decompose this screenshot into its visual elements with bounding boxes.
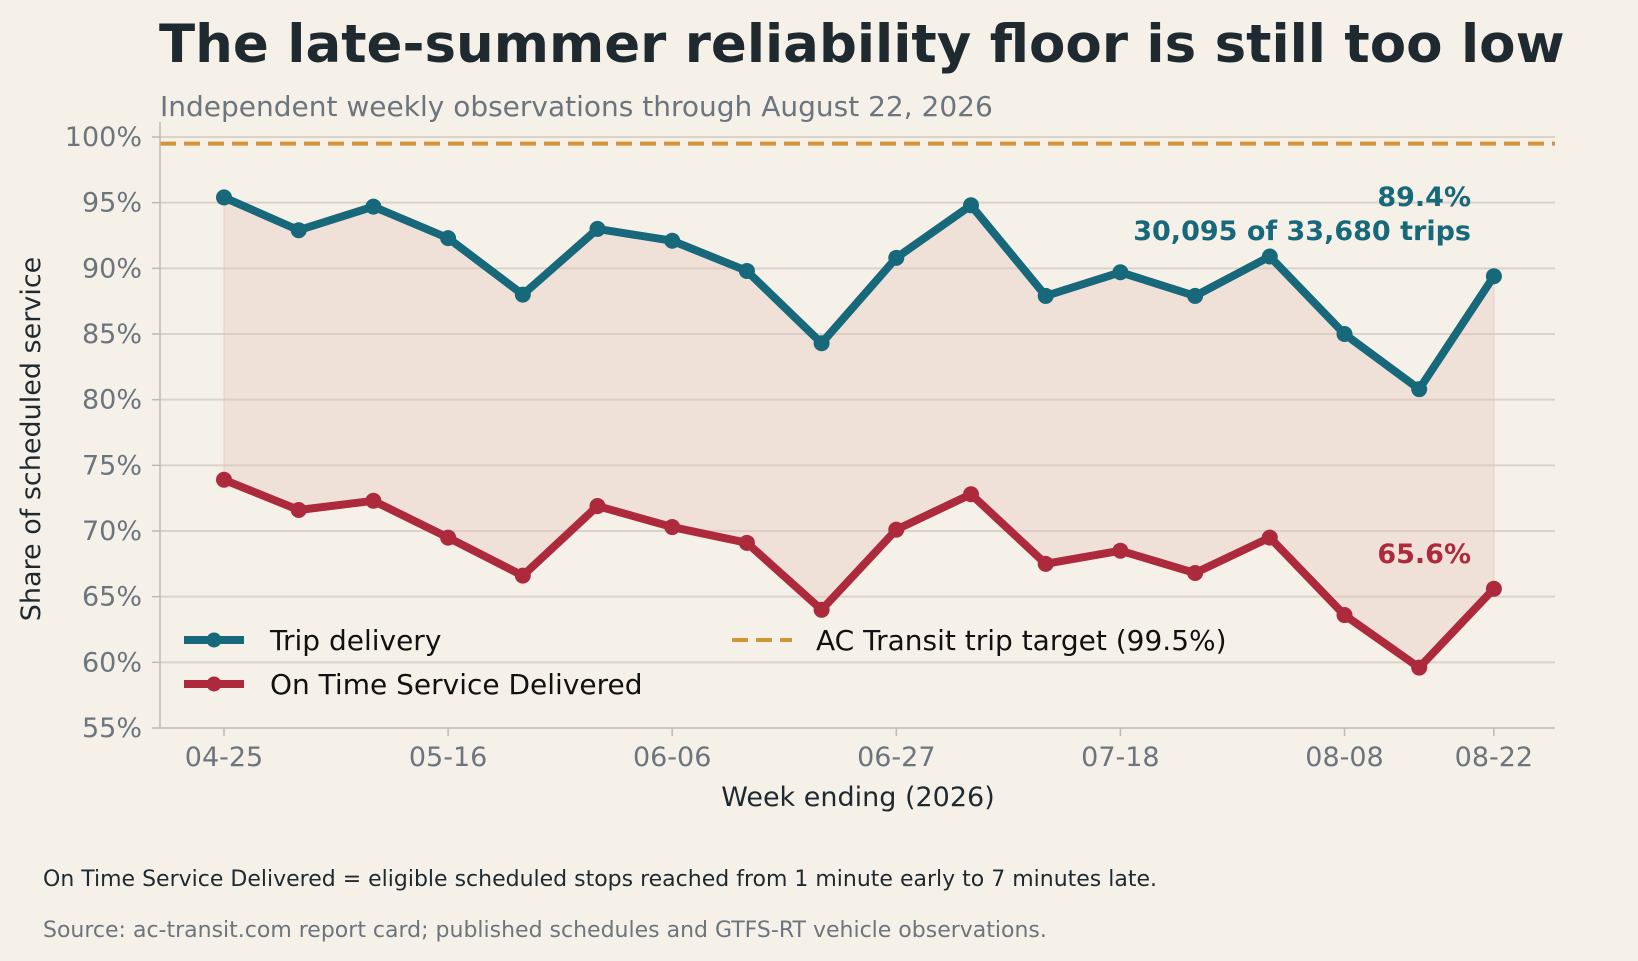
data-point-on-time-service-delivered bbox=[1187, 565, 1204, 582]
footnote-definition: On Time Service Delivered = eligible sch… bbox=[43, 867, 1157, 892]
footnote-source: Source: ac-transit.com report card; publ… bbox=[43, 918, 1047, 943]
data-point-trip-delivery bbox=[440, 230, 457, 247]
y-tick-label: 100% bbox=[65, 122, 142, 153]
chart-subtitle: Independent weekly observations through … bbox=[160, 90, 993, 123]
x-tick-label: 05-16 bbox=[409, 742, 487, 773]
y-tick-label: 70% bbox=[82, 516, 142, 547]
data-point-on-time-service-delivered bbox=[365, 492, 382, 509]
data-point-trip-delivery bbox=[1187, 287, 1204, 304]
tick-labels: 55% 60% 65% 70% 75% 80% 85% 90% 95% 100% 04-25 05-1… bbox=[65, 122, 1533, 773]
y-tick-label: 60% bbox=[82, 647, 142, 678]
x-tick-label: 07-18 bbox=[1081, 742, 1159, 773]
data-point-trip-delivery bbox=[1112, 264, 1129, 281]
data-point-on-time-service-delivered bbox=[1411, 659, 1428, 676]
legend-label-target: AC Transit trip target (99.5%) bbox=[816, 624, 1227, 657]
y-tick-label: 65% bbox=[82, 582, 142, 613]
x-tick-label: 08-22 bbox=[1455, 742, 1533, 773]
annotation-trip-value: 89.4% bbox=[1377, 182, 1471, 213]
data-point-trip-delivery bbox=[1037, 287, 1054, 304]
annotation-trip-detail: 30,095 of 33,680 trips bbox=[1133, 216, 1471, 247]
data-point-on-time-service-delivered bbox=[1037, 555, 1054, 572]
x-tick-label: 08-08 bbox=[1305, 742, 1383, 773]
y-axis-label: Share of scheduled service bbox=[16, 257, 47, 622]
data-point-trip-delivery bbox=[365, 198, 382, 215]
data-point-trip-delivery bbox=[1261, 248, 1278, 265]
series-line-trip-delivery bbox=[220, 193, 1498, 394]
series-line-on-time-service-delivered bbox=[220, 475, 1498, 672]
x-tick-label: 04-25 bbox=[185, 742, 263, 773]
data-point-trip-delivery bbox=[290, 222, 307, 239]
legend: Trip delivery On Time Service Delivered … bbox=[184, 624, 1227, 701]
y-tick-label: 75% bbox=[82, 450, 142, 481]
y-tick-label: 90% bbox=[82, 253, 142, 284]
data-point-trip-delivery bbox=[1336, 326, 1353, 342]
data-point-trip-delivery bbox=[738, 262, 755, 279]
data-point-trip-delivery bbox=[216, 189, 232, 206]
y-tick-label: 95% bbox=[82, 188, 142, 219]
x-tick-label: 06-27 bbox=[857, 742, 935, 773]
axes bbox=[152, 122, 1555, 736]
y-tick-label: 85% bbox=[82, 319, 142, 350]
data-point-trip-delivery bbox=[1411, 381, 1428, 398]
data-point-on-time-service-delivered bbox=[813, 601, 830, 618]
data-point-on-time-service-delivered bbox=[1336, 607, 1353, 624]
annotation-ontime-value: 65.6% bbox=[1377, 539, 1471, 570]
x-tick-label: 06-06 bbox=[633, 742, 711, 773]
series-group bbox=[216, 189, 1502, 676]
data-point-trip-delivery bbox=[514, 286, 531, 303]
data-point-on-time-service-delivered bbox=[888, 521, 905, 538]
legend-label-on-time: On Time Service Delivered bbox=[270, 668, 643, 701]
data-point-on-time-service-delivered bbox=[440, 529, 457, 546]
data-point-on-time-service-delivered bbox=[963, 486, 979, 503]
data-point-trip-delivery bbox=[963, 197, 979, 214]
data-point-on-time-service-delivered bbox=[589, 498, 606, 515]
grid-lines bbox=[160, 136, 1555, 664]
data-point-on-time-service-delivered bbox=[290, 501, 307, 518]
legend-marker-on-time bbox=[206, 676, 222, 692]
data-point-on-time-service-delivered bbox=[1485, 580, 1502, 597]
legend-marker-trip-delivery bbox=[206, 632, 222, 648]
data-point-trip-delivery bbox=[888, 249, 905, 266]
chart-title: The late-summer reliability floor is sti… bbox=[159, 14, 1565, 75]
data-point-trip-delivery bbox=[813, 335, 830, 352]
data-point-on-time-service-delivered bbox=[514, 567, 531, 584]
data-point-on-time-service-delivered bbox=[216, 471, 232, 488]
data-point-on-time-service-delivered bbox=[1112, 542, 1129, 559]
data-point-on-time-service-delivered bbox=[664, 519, 681, 536]
legend-label-trip-delivery: Trip delivery bbox=[269, 624, 441, 657]
y-tick-label: 55% bbox=[82, 713, 142, 744]
x-axis-label: Week ending (2026) bbox=[721, 782, 995, 813]
data-point-on-time-service-delivered bbox=[738, 534, 755, 551]
data-point-trip-delivery bbox=[589, 220, 606, 237]
data-point-trip-delivery bbox=[664, 232, 681, 249]
data-point-on-time-service-delivered bbox=[1261, 529, 1278, 546]
y-tick-label: 80% bbox=[82, 385, 142, 416]
data-point-trip-delivery bbox=[1485, 268, 1502, 285]
